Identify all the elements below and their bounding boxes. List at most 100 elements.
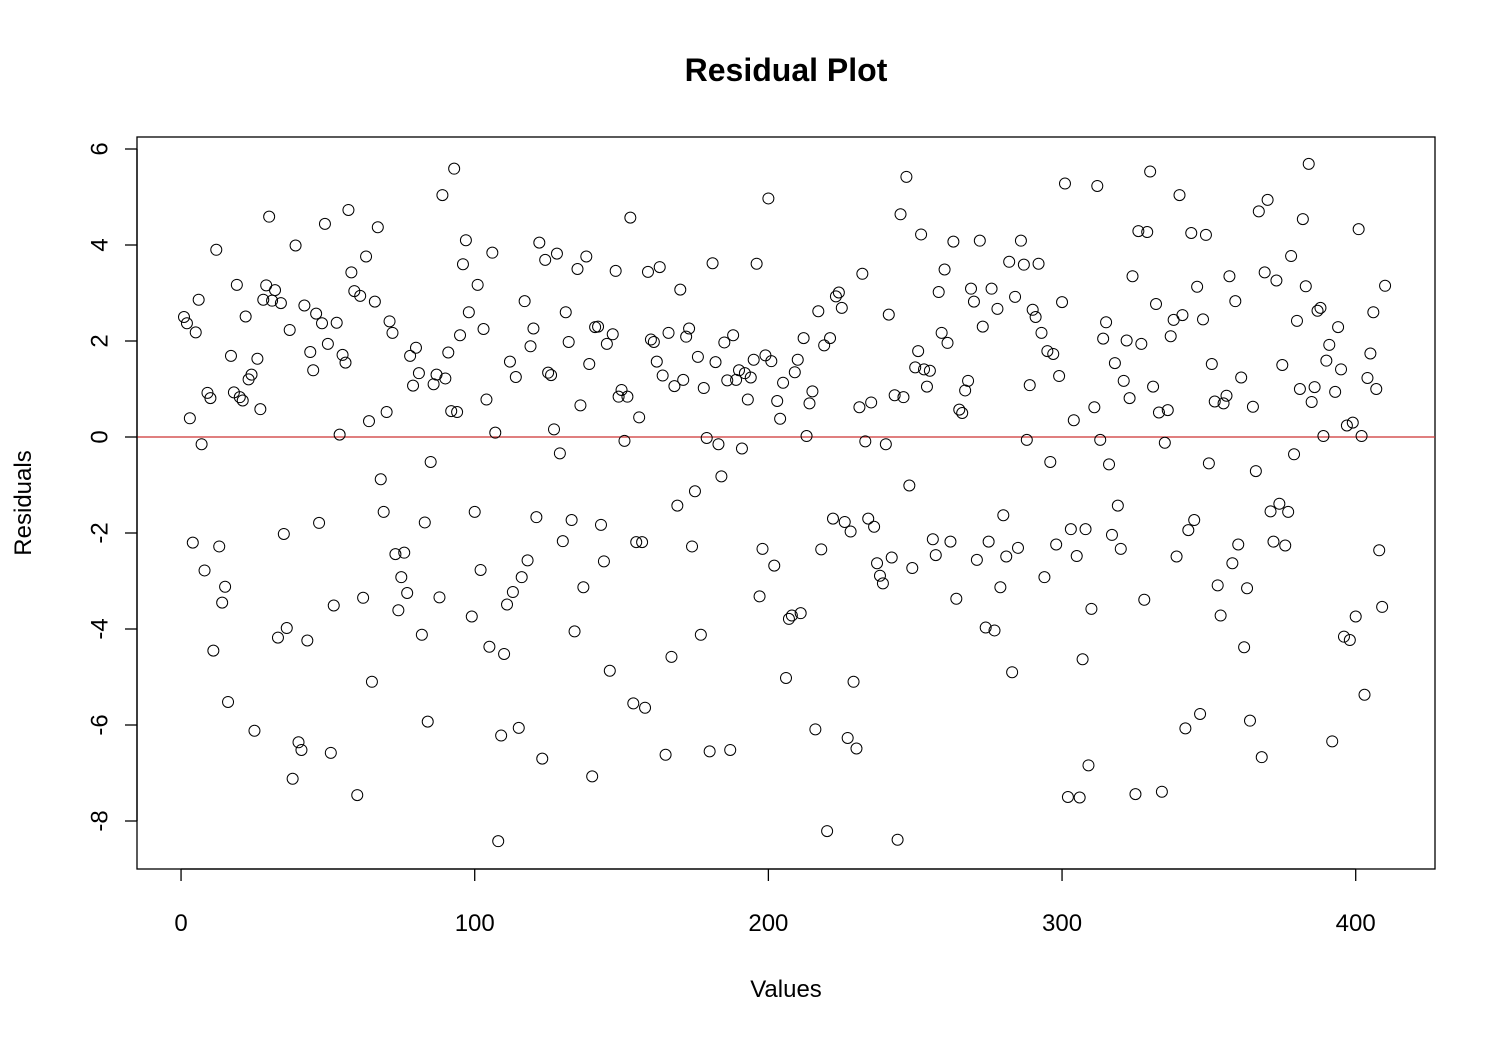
data-point — [415, 628, 428, 641]
data-point — [1282, 505, 1295, 518]
data-point — [871, 557, 884, 570]
data-point — [1355, 430, 1368, 443]
data-point — [501, 598, 514, 611]
data-point — [492, 835, 505, 848]
data-point — [1108, 357, 1121, 370]
data-point — [442, 346, 455, 359]
data-point — [641, 265, 654, 278]
data-point — [991, 302, 1004, 315]
data-point — [1094, 433, 1107, 446]
data-point — [771, 395, 784, 407]
y-tick-label: 4 — [86, 238, 113, 251]
data-point — [929, 549, 942, 562]
data-point — [1194, 707, 1207, 720]
data-point — [1100, 316, 1113, 329]
data-point — [700, 431, 713, 444]
data-point — [1147, 380, 1160, 393]
data-point — [257, 293, 270, 306]
data-point — [1129, 788, 1142, 801]
data-point — [263, 210, 276, 223]
y-tick-label: -4 — [86, 618, 113, 639]
data-point — [639, 701, 652, 714]
data-point — [539, 253, 552, 266]
data-point — [389, 548, 402, 561]
data-point — [997, 509, 1010, 522]
data-point — [1003, 255, 1016, 268]
data-point — [339, 356, 352, 369]
data-point — [630, 536, 643, 549]
data-point — [1170, 550, 1183, 563]
data-point — [1038, 571, 1051, 584]
data-point — [251, 352, 264, 365]
data-point — [941, 336, 954, 349]
data-point — [380, 406, 393, 419]
data-point — [1223, 270, 1236, 283]
data-point — [324, 746, 337, 759]
data-point — [1202, 457, 1215, 470]
data-point — [515, 571, 528, 584]
data-point — [398, 546, 411, 559]
data-point — [395, 571, 408, 584]
data-point — [777, 376, 790, 389]
data-point — [753, 590, 766, 603]
data-point — [489, 426, 502, 439]
data-point — [1197, 313, 1210, 326]
data-point — [177, 311, 190, 323]
data-point — [495, 729, 508, 742]
data-point — [1241, 582, 1254, 595]
data-point — [891, 833, 904, 846]
data-point — [277, 527, 290, 540]
data-point — [615, 383, 628, 396]
data-point — [780, 671, 792, 684]
data-point — [674, 283, 687, 296]
data-point — [829, 290, 842, 303]
data-point — [832, 286, 845, 299]
data-points — [177, 157, 1392, 848]
data-point — [562, 335, 575, 348]
y-tick-label: -6 — [86, 714, 113, 735]
data-point — [1032, 257, 1045, 270]
data-point — [621, 390, 634, 403]
data-point — [374, 473, 387, 486]
data-point — [1305, 395, 1318, 408]
data-point — [1358, 688, 1371, 701]
data-point — [1144, 165, 1157, 178]
data-point — [553, 447, 566, 460]
data-point — [1302, 157, 1315, 170]
data-point — [612, 390, 625, 403]
data-point — [788, 366, 801, 379]
data-point — [1164, 330, 1177, 343]
data-point — [1261, 193, 1274, 206]
data-point — [559, 306, 572, 319]
data-point — [709, 356, 722, 369]
data-point — [1335, 363, 1348, 376]
data-point — [1208, 395, 1221, 408]
data-point — [1105, 528, 1118, 541]
data-point — [1296, 213, 1309, 226]
data-point — [1179, 722, 1192, 735]
data-point — [1014, 234, 1027, 247]
data-point — [932, 286, 945, 299]
data-point — [1264, 505, 1277, 518]
data-point — [1246, 400, 1259, 413]
data-point — [653, 261, 666, 274]
data-point — [782, 612, 795, 625]
data-point — [659, 748, 672, 761]
data-point — [1317, 430, 1330, 443]
data-point — [715, 470, 728, 483]
data-point — [286, 772, 299, 785]
data-point — [806, 385, 819, 398]
data-point — [565, 514, 578, 527]
data-point — [1047, 347, 1060, 360]
data-point — [583, 358, 596, 371]
y-axis: -8 -6 -4 -2 0 2 4 6 — [86, 142, 138, 832]
data-point — [656, 369, 669, 382]
x-tick-label: 200 — [748, 910, 788, 937]
data-point — [342, 203, 355, 216]
data-point — [826, 512, 839, 525]
data-point — [815, 543, 828, 556]
data-point — [1141, 226, 1154, 239]
data-point — [1279, 539, 1292, 552]
data-point — [838, 515, 851, 528]
